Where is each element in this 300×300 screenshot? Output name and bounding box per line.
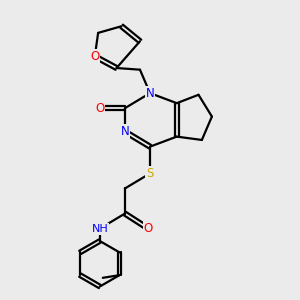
Text: O: O <box>144 222 153 235</box>
Text: N: N <box>146 87 154 100</box>
Text: NH: NH <box>92 224 108 234</box>
Text: O: O <box>95 102 104 115</box>
Text: S: S <box>146 167 154 180</box>
Text: N: N <box>121 125 129 138</box>
Text: O: O <box>90 50 99 63</box>
